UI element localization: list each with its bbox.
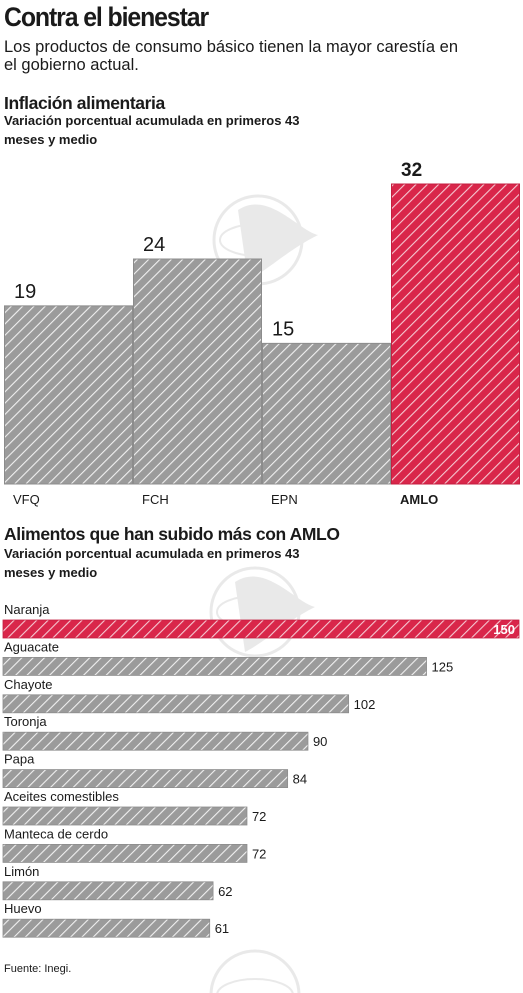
bar-limón bbox=[2, 881, 214, 901]
bar-chayote bbox=[2, 694, 350, 714]
bar-papa bbox=[2, 769, 289, 788]
value-label: 24 bbox=[143, 234, 165, 256]
chart1-subtitle: Variación porcentual acumulada en primer… bbox=[4, 113, 300, 147]
category-label: Huevo bbox=[4, 901, 42, 916]
chart2-subtitle: Variación porcentual acumulada en primer… bbox=[4, 546, 300, 580]
category-label: Aceites comestibles bbox=[4, 789, 119, 804]
vertical-bar-chart: 19 VFQ 24 FCH 15 EPN 32 AMLO bbox=[4, 160, 520, 507]
category-label: Aguacate bbox=[4, 639, 59, 654]
category-label: VFQ bbox=[13, 492, 40, 507]
value-label: 72 bbox=[252, 846, 266, 861]
value-label: 150 bbox=[493, 622, 515, 637]
category-label: FCH bbox=[142, 492, 169, 507]
category-label: EPN bbox=[271, 492, 298, 507]
value-label: 32 bbox=[401, 160, 422, 181]
category-label: Chayote bbox=[4, 677, 52, 692]
category-label: Naranja bbox=[4, 602, 50, 617]
page-subtitle: Los productos de consumo básico tienen l… bbox=[4, 38, 459, 74]
category-label: Manteca de cerdo bbox=[4, 826, 108, 841]
value-label: 125 bbox=[432, 659, 454, 674]
bar-naranja bbox=[2, 619, 520, 639]
source-note: Fuente: Inegi. bbox=[4, 963, 72, 975]
bar-fch bbox=[133, 258, 262, 485]
bar-aceites-comestibles bbox=[2, 806, 248, 826]
value-label: 15 bbox=[272, 318, 294, 340]
value-label: 61 bbox=[215, 921, 229, 936]
page-title: Contra el bienestar bbox=[4, 2, 209, 32]
category-label: AMLO bbox=[400, 492, 438, 507]
category-label: Limón bbox=[4, 864, 39, 879]
value-label: 84 bbox=[293, 772, 307, 787]
value-label: 62 bbox=[218, 884, 232, 899]
chart2-title: Alimentos que han subido más con AMLO bbox=[4, 524, 340, 544]
bar-huevo bbox=[2, 918, 211, 938]
eagle-seal-watermark-icon bbox=[209, 949, 301, 993]
bar-toronja bbox=[2, 731, 309, 751]
bar-epn bbox=[262, 342, 391, 485]
chart1-title: Inflación alimentaria bbox=[4, 93, 165, 113]
horizontal-bar-chart: Naranja 150 Aguacate 125 Chayote 102 Toronja 90… bbox=[2, 602, 520, 938]
bar-manteca-de-cerdo bbox=[2, 844, 248, 863]
category-label: Papa bbox=[4, 752, 35, 767]
category-label: Toronja bbox=[4, 714, 47, 729]
bar-aguacate bbox=[2, 657, 427, 676]
value-label: 102 bbox=[354, 697, 376, 712]
value-label: 72 bbox=[252, 809, 266, 824]
bar-vfq bbox=[4, 305, 133, 485]
value-label: 90 bbox=[313, 734, 327, 749]
value-label: 19 bbox=[14, 281, 36, 303]
bar-amlo bbox=[391, 183, 520, 485]
